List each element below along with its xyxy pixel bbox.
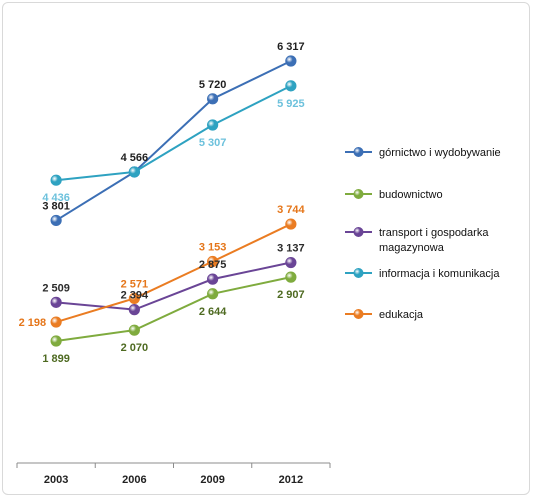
- legend-label: informacja i komunikacja: [379, 268, 500, 280]
- legend-marker: [353, 146, 364, 157]
- x-tick-label: 2012: [279, 474, 303, 486]
- data-point: [285, 218, 297, 230]
- data-label: 5 925: [277, 98, 305, 110]
- data-point: [285, 271, 297, 283]
- x-tick-label: 2009: [200, 474, 224, 486]
- data-point: [128, 304, 140, 316]
- data-point: [50, 316, 62, 328]
- data-label: 4 436: [42, 192, 70, 204]
- data-label: 2 907: [277, 289, 305, 301]
- data-point: [207, 93, 219, 105]
- data-point: [207, 119, 219, 131]
- series-line: [55, 60, 292, 222]
- data-label: 2 394: [121, 290, 149, 302]
- data-label: 6 317: [277, 41, 305, 53]
- legend-marker: [353, 308, 364, 319]
- data-point: [285, 256, 297, 269]
- data-point: [207, 288, 219, 300]
- data-point: [285, 80, 297, 92]
- legend-label: edukacja: [379, 309, 424, 321]
- legend-item: informacja i komunikacja: [345, 267, 500, 280]
- legend-item: transport i gospodarka magazynowa: [345, 226, 489, 254]
- series-line: [55, 276, 292, 342]
- data-label: 3 137: [277, 243, 305, 255]
- data-point: [128, 166, 140, 178]
- legend-label: budownictwo: [379, 189, 443, 201]
- legend-item: edukacja: [345, 308, 424, 321]
- data-label: 2 509: [42, 282, 70, 294]
- data-label: 2 571: [121, 278, 149, 290]
- data-labels: 3 801 4 566 5 720 6 317 1 899 2 070 2 644 2 907…: [19, 41, 306, 365]
- series-line: [56, 261, 292, 311]
- data-point: [50, 335, 62, 347]
- data-label: 2 070: [121, 342, 149, 354]
- legend-item: budownictwo: [345, 188, 443, 201]
- data-label: 5 307: [199, 137, 227, 149]
- legend-label: transport i gospodarka: [379, 227, 489, 239]
- data-label: 2 875: [199, 259, 227, 271]
- data-label: 3 153: [199, 242, 227, 254]
- data-label: 4 566: [121, 152, 149, 164]
- legend-marker: [353, 188, 364, 199]
- data-point: [50, 214, 62, 227]
- legend-marker: [353, 226, 364, 237]
- x-tick-label: 2003: [44, 474, 68, 486]
- x-axis: 2003 2006 2009 2012: [16, 462, 331, 486]
- data-label: 3 744: [277, 204, 305, 216]
- chart-frame: [2, 2, 530, 495]
- x-tick-label: 2006: [122, 474, 146, 486]
- data-label: 2 644: [199, 306, 227, 318]
- legend-marker: [353, 267, 364, 278]
- legend: górnictwo i wydobywanie budownictwo transp…: [345, 146, 501, 321]
- data-label: 5 720: [199, 79, 227, 91]
- legend-label: magazynowa: [379, 242, 445, 254]
- data-label: 3 801: [42, 200, 70, 212]
- data-point: [128, 292, 140, 305]
- data-label: 1 899: [42, 353, 70, 365]
- series-line: [56, 84, 292, 182]
- data-label: 2 198: [19, 317, 47, 329]
- data-point: [285, 55, 297, 67]
- series-line: [55, 223, 292, 324]
- data-point: [207, 255, 219, 268]
- legend-item: górnictwo i wydobywanie: [345, 146, 501, 159]
- data-point: [50, 296, 62, 308]
- data-point: [207, 273, 219, 285]
- data-point: [50, 174, 62, 186]
- data-point: [128, 324, 140, 336]
- series-lines: [50, 55, 297, 347]
- legend-label: górnictwo i wydobywanie: [379, 147, 501, 159]
